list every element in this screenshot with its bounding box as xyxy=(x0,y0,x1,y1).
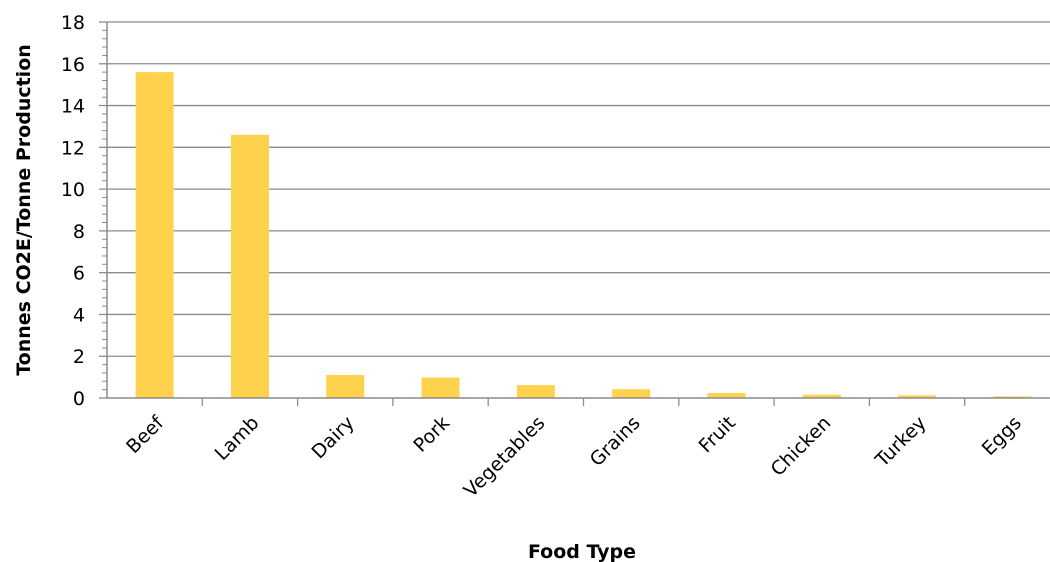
y-tick-label: 10 xyxy=(61,179,85,201)
y-tick-label: 12 xyxy=(61,137,85,159)
bar-eggs xyxy=(993,396,1032,398)
y-axis-title: Tonnes CO2E/Tonne Production xyxy=(13,44,35,376)
y-tick-label: 8 xyxy=(73,221,85,243)
x-tick-label: Turkey xyxy=(871,412,931,472)
x-tick-label: Dairy xyxy=(307,412,358,463)
bar-lamb xyxy=(230,134,269,399)
x-axis-title: Food Type xyxy=(528,541,636,562)
x-tick-label: Eggs xyxy=(978,412,1026,460)
x-tick-label: Pork xyxy=(409,412,454,457)
y-tick-label: 14 xyxy=(61,96,85,118)
bar-beef xyxy=(135,72,174,398)
x-tick-label: Vegetables xyxy=(460,412,550,502)
y-tick-label: 0 xyxy=(73,388,85,410)
x-tick-label: Chicken xyxy=(767,412,836,481)
y-tick-label: 6 xyxy=(73,263,85,285)
bar-vegetables xyxy=(516,385,555,398)
y-tick-label: 2 xyxy=(73,346,85,368)
y-tick-label: 18 xyxy=(61,12,85,34)
x-tick-label: Grains xyxy=(586,412,645,471)
x-tick-label: Beef xyxy=(122,411,169,458)
bar-fruit xyxy=(707,392,746,398)
y-tick-label: 16 xyxy=(61,54,85,76)
bar-pork xyxy=(421,377,460,398)
tick-labels: 0 2 4 6 8 10 12 14 16 18 Beef Lamb Dairy Pork Vegetabl… xyxy=(61,12,1026,502)
x-tick-label: Fruit xyxy=(695,412,740,457)
axes xyxy=(99,21,1050,406)
x-tick-label: Lamb xyxy=(211,412,264,465)
bars xyxy=(135,72,1032,399)
bar-turkey xyxy=(898,395,937,398)
bar-chicken xyxy=(802,394,841,398)
y-tick-label: 4 xyxy=(73,304,85,326)
bar-dairy xyxy=(326,375,365,398)
bar-grains xyxy=(612,389,651,398)
